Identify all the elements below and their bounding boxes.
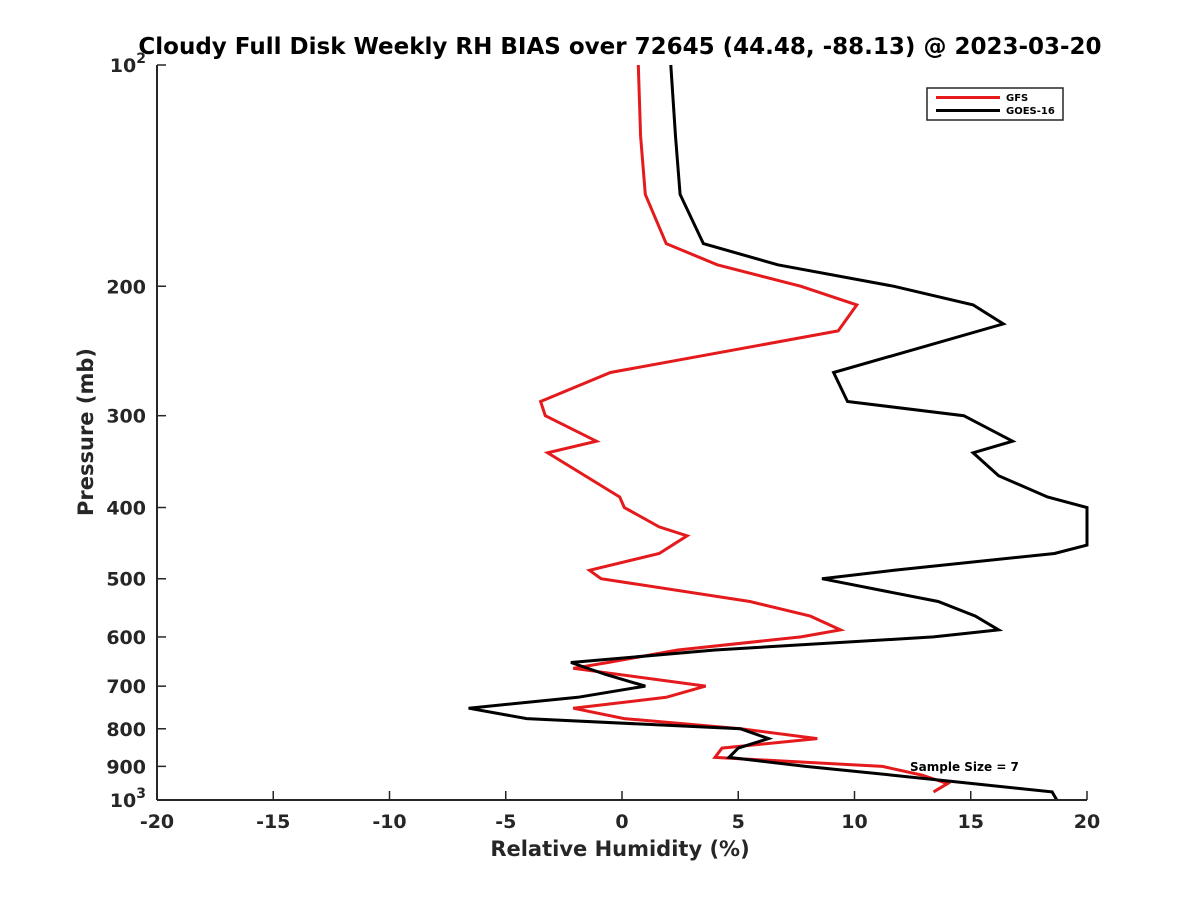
y-tick-label: 800 bbox=[106, 719, 146, 741]
x-tick-label: 10 bbox=[841, 811, 867, 833]
y-tick-label: 500 bbox=[106, 569, 146, 591]
x-tick-label: 20 bbox=[1074, 811, 1100, 833]
x-axis-label: Relative Humidity (%) bbox=[490, 837, 749, 861]
x-tick-label: 0 bbox=[615, 811, 628, 833]
legend: GFS GOES-16 bbox=[926, 87, 1064, 121]
plot-area bbox=[157, 65, 1087, 800]
y-tick-label: 400 bbox=[106, 498, 146, 520]
legend-box bbox=[926, 87, 1064, 121]
x-axis-ticks: -20 -15 -10 -5 0 5 10 15 20 bbox=[140, 791, 1100, 833]
y-axis-label: Pressure (mb) bbox=[74, 348, 98, 516]
series-layer bbox=[468, 64, 1089, 801]
y-tick-label: 700 bbox=[106, 676, 146, 698]
y-tick-label: 102 bbox=[110, 51, 146, 77]
y-axis-ticks: 102 200 300 400 500 600 700 800 900 103 bbox=[106, 51, 166, 812]
legend-label-gfs: GFS bbox=[1006, 93, 1028, 104]
x-tick-label: 15 bbox=[958, 811, 984, 833]
series-line-gfs bbox=[538, 64, 952, 794]
y-tick-label: 103 bbox=[110, 786, 146, 812]
x-tick-label: 5 bbox=[732, 811, 745, 833]
chart-title: Cloudy Full Disk Weekly RH BIAS over 726… bbox=[138, 34, 1101, 60]
sample-size-annotation: Sample Size = 7 bbox=[910, 760, 1019, 774]
legend-label-goes16: GOES-16 bbox=[1006, 106, 1055, 117]
x-tick-label: -5 bbox=[495, 811, 516, 833]
x-tick-label: -10 bbox=[372, 811, 406, 833]
series-line-goes16 bbox=[468, 64, 1089, 801]
x-tick-label: -20 bbox=[140, 811, 174, 833]
y-tick-label: 600 bbox=[106, 627, 146, 649]
y-tick-label: 300 bbox=[106, 406, 146, 428]
x-tick-label: -15 bbox=[256, 811, 290, 833]
y-tick-label: 200 bbox=[106, 276, 146, 298]
y-tick-label: 900 bbox=[106, 756, 146, 778]
